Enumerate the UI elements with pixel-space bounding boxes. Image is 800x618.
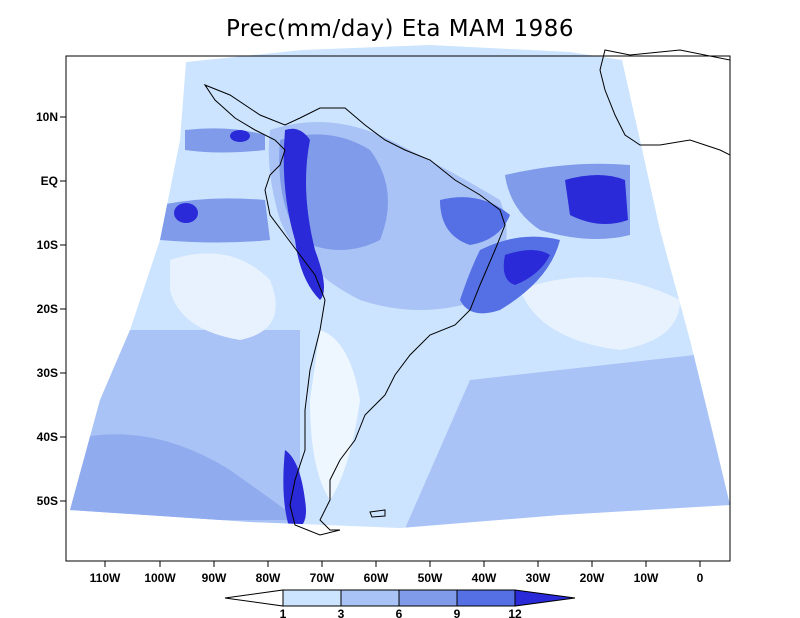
map-title: Prec(mm/day) Eta MAM 1986 (225, 16, 575, 42)
colorbar-swatch-below-1 (224, 589, 284, 607)
africa-coast (599, 49, 731, 156)
colorbar-label-1: 1 (280, 607, 287, 618)
lon-label-100w: 100W (144, 571, 176, 585)
precip-sacz-core (503, 250, 550, 285)
colorbar-swatch-1-3 (282, 589, 342, 607)
lon-label-0: 0 (697, 571, 704, 585)
precip-northpac-core (230, 130, 250, 142)
colorbar-label-3: 3 (338, 607, 345, 618)
lon-label-80w: 80W (256, 571, 281, 585)
precip-itcz-atlantic-core (565, 175, 628, 224)
lat-label-eq: EQ (41, 174, 58, 188)
lat-label-40s: 40S (37, 430, 58, 444)
lat-label-20s: 20S (37, 302, 58, 316)
precip-dry-atlantic (520, 277, 680, 350)
latitude-axis: 10N EQ 10S 20S 30S 40S 50S (36, 110, 66, 508)
lat-label-30s: 30S (37, 366, 58, 380)
colorbar-swatch-above-12 (514, 589, 576, 607)
longitude-axis: 110W 100W 90W 80W 70W 60W 50W 40W 30W 20… (90, 561, 704, 585)
lon-label-90w: 90W (202, 571, 227, 585)
precip-ne-brazil (440, 197, 510, 245)
colorbar-swatch-3-6 (340, 589, 400, 607)
model-domain (70, 45, 730, 528)
precip-south-band-east (400, 350, 730, 528)
lon-label-50w: 50W (418, 571, 443, 585)
lat-label-10s: 10S (37, 238, 58, 252)
colorbar-label-12: 12 (508, 607, 522, 618)
precip-patagonia-dry (310, 330, 360, 500)
precip-dry-pacific (170, 253, 276, 340)
precip-chile-wet (283, 450, 306, 528)
precip-itcz-pacific-core (174, 203, 198, 223)
colorbar: 1 3 6 9 12 (224, 589, 576, 618)
falklands (369, 509, 386, 518)
precip-southwest-darker (70, 434, 300, 520)
lon-label-110w: 110W (90, 571, 121, 585)
colorbar-swatch-9-12 (456, 589, 516, 607)
colorbar-label-6: 6 (396, 607, 403, 618)
precip-andes-core (283, 128, 324, 300)
lat-label-50s: 50S (37, 494, 58, 508)
colorbar-label-9: 9 (454, 607, 461, 618)
precip-itcz-pacific (160, 198, 270, 243)
lon-label-70w: 70W (310, 571, 335, 585)
coastlines (203, 49, 731, 536)
lon-label-20w: 20W (580, 571, 605, 585)
lon-label-10w: 10W (634, 571, 659, 585)
colorbar-swatch-6-9 (398, 589, 458, 607)
lat-label-10n: 10N (36, 110, 58, 124)
lon-label-60w: 60W (364, 571, 389, 585)
lon-label-40w: 40W (472, 571, 497, 585)
south-america-coast (203, 83, 506, 536)
lon-label-30w: 30W (526, 571, 551, 585)
